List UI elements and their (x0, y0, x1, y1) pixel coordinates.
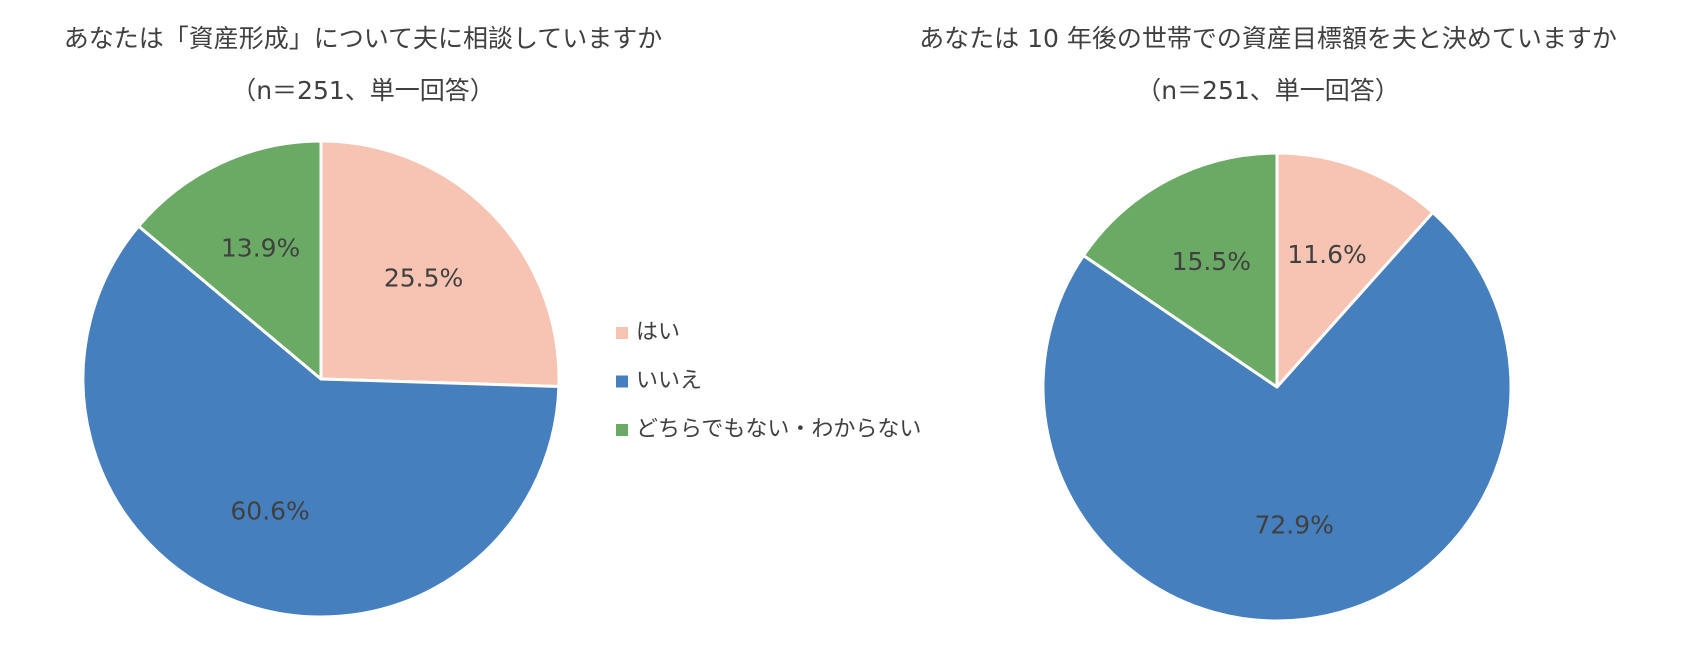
legend-label: はい (636, 320, 680, 345)
pie-slice (1275, 151, 1435, 389)
chart-subtitle: （n＝251、単一回答） (231, 76, 495, 105)
value-label: 11.6% (1287, 240, 1366, 269)
legend-label: どちらでもない・わからない (636, 417, 921, 442)
chart-title: あなたは「資産形成」について夫に相談していますか (64, 24, 663, 53)
value-label: 72.9% (1254, 510, 1333, 539)
legend-swatch (616, 424, 628, 436)
pie-slice (1041, 210, 1513, 623)
pie-slice (137, 139, 323, 381)
value-label: 60.6% (230, 496, 309, 525)
legend-swatch (616, 375, 628, 388)
pie-slice (1081, 151, 1279, 389)
legend-label: いいえ (636, 369, 702, 394)
value-label: 13.9% (221, 234, 300, 263)
pie-slice (319, 139, 561, 388)
chart-subtitle: （n＝251、単一回答） (1136, 76, 1400, 105)
pie-slice (81, 224, 561, 619)
value-label: 25.5% (384, 264, 463, 293)
chart-title: あなたは 10 年後の世帯での資産目標額を夫と決めていますか (919, 24, 1617, 53)
value-label: 15.5% (1172, 247, 1251, 276)
legend-swatch (616, 327, 628, 339)
